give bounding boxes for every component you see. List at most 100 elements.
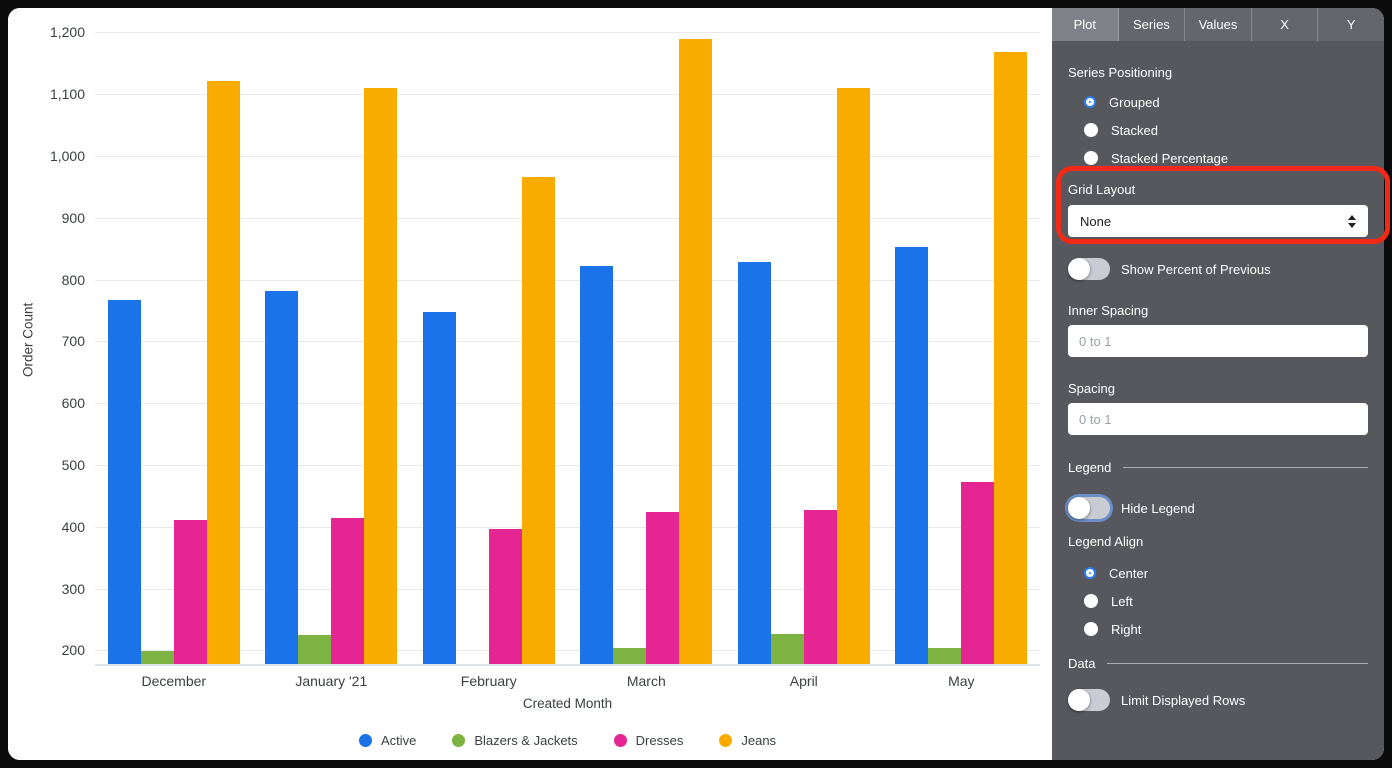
y-tick-label: 1,000 [49, 147, 85, 164]
y-gridline [95, 588, 1040, 590]
legend-swatch-icon [452, 734, 466, 747]
toggle-label: Show Percent of Previous [1121, 261, 1271, 277]
tab-values[interactable]: Values [1185, 8, 1252, 41]
visualization-editor-window: 200 300 400 500 600 700 800 900 1,000 1,100 1,200 D… [8, 8, 1384, 760]
inner-spacing-label: Inner Spacing [1068, 303, 1149, 318]
panel-body: Series Positioning Grouped Stacked Stack… [1052, 65, 1384, 711]
radio-option-label: Center [1109, 565, 1149, 581]
y-tick-label: 900 [61, 209, 85, 226]
bar-jeans[interactable] [206, 81, 240, 664]
radio-unselected-icon [1084, 622, 1098, 636]
radio-option-center[interactable]: Center [1068, 559, 1368, 587]
y-gridline [95, 526, 1040, 528]
toggle-label: Limit Displayed Rows [1121, 692, 1246, 708]
tab-y[interactable]: Y [1346, 17, 1356, 32]
legend-item[interactable]: Jeans [719, 733, 776, 748]
radio-option-stacked-percentage[interactable]: Stacked Percentage [1068, 144, 1368, 172]
legend-label: Blazers & Jackets [474, 733, 578, 748]
y-gridline [95, 32, 1040, 34]
grid-layout-selected-value: None [1080, 213, 1112, 229]
inner-spacing-input[interactable] [1068, 325, 1368, 357]
legend-swatch-icon [613, 734, 627, 747]
legend-swatch-icon [358, 734, 372, 747]
y-tick-label: 700 [61, 333, 85, 350]
grid-layout-select[interactable]: None [1068, 205, 1368, 237]
tab-series[interactable]: Series [1119, 8, 1186, 41]
bar-active[interactable] [422, 311, 456, 664]
legend-item[interactable]: Active [358, 733, 416, 748]
bar-active[interactable] [737, 262, 771, 664]
bar-blazers-jackets[interactable] [140, 651, 174, 664]
spacing-input[interactable] [1068, 403, 1368, 435]
toggle-knob [1068, 258, 1090, 280]
bar-active[interactable] [580, 265, 614, 664]
bar-active[interactable] [107, 299, 141, 664]
x-tick-label: January '21 [295, 673, 368, 689]
legend-label: Dresses [635, 733, 684, 748]
x-tick-label: December [141, 673, 207, 689]
bar-blazers-jackets[interactable] [613, 647, 647, 664]
show-percent-of-previous-toggle[interactable] [1068, 258, 1110, 280]
y-tick-label: 800 [61, 271, 85, 288]
radio-selected-icon [1086, 98, 1094, 106]
limit-displayed-rows-row: Limit Displayed Rows [1068, 689, 1368, 711]
radio-selected-icon [1086, 569, 1094, 577]
panel-tab-bar: Plot Series Values X Y [1052, 8, 1384, 41]
show-percent-of-previous-row: Show Percent of Previous [1068, 258, 1368, 280]
bar-active[interactable] [895, 246, 929, 664]
hide-legend-row: Hide Legend [1068, 497, 1368, 519]
bar-jeans[interactable] [521, 176, 555, 664]
tab-plot[interactable]: Plot [1052, 8, 1119, 41]
bar-dresses[interactable] [803, 510, 837, 664]
radio-option-stacked[interactable]: Stacked [1068, 116, 1368, 144]
radio-option-label: Left [1111, 593, 1133, 609]
radio-option-right[interactable]: Right [1068, 615, 1368, 643]
chart-legend: Active Blazers & Jackets Dresses Jeans [95, 733, 1040, 748]
bar-jeans[interactable] [364, 87, 398, 664]
y-gridline [95, 155, 1040, 157]
y-gridline [95, 403, 1040, 405]
legend-item[interactable]: Dresses [613, 733, 684, 748]
plot-settings-panel: Plot Series Values X Y Series Positionin… [1052, 8, 1384, 760]
radio-option-grouped[interactable]: Grouped [1068, 88, 1368, 116]
data-section-header: Data [1068, 656, 1368, 671]
y-tick-label: 600 [61, 395, 85, 412]
legend-align-label: Legend Align [1068, 534, 1144, 549]
bar-dresses[interactable] [331, 517, 365, 664]
chart-area: 200 300 400 500 600 700 800 900 1,000 1,100 1,200 D… [8, 8, 1052, 760]
tab-x[interactable]: X [1252, 8, 1319, 41]
bar-blazers-jackets[interactable] [298, 634, 332, 664]
radio-option-label: Stacked [1111, 122, 1158, 138]
bar-jeans[interactable] [679, 38, 713, 664]
x-tick-label: May [948, 673, 975, 689]
y-tick-label: 1,200 [49, 24, 85, 41]
y-tick-label: 1,100 [49, 86, 85, 103]
bar-active[interactable] [265, 291, 299, 664]
bar-jeans[interactable] [994, 51, 1028, 664]
y-tick-label: 200 [61, 642, 85, 659]
bar-dresses[interactable] [961, 481, 995, 664]
legend-section-title: Legend [1068, 460, 1112, 475]
bar-blazers-jackets[interactable] [928, 647, 962, 664]
select-updown-arrows-icon [1348, 214, 1356, 228]
hide-legend-toggle[interactable] [1068, 497, 1110, 519]
radio-unselected-icon [1084, 151, 1098, 165]
radio-unselected-icon [1084, 594, 1098, 608]
y-axis-title: Order Count [20, 302, 36, 377]
y-gridline [95, 94, 1040, 96]
bar-dresses[interactable] [173, 520, 207, 664]
bar-dresses[interactable] [646, 511, 680, 664]
limit-displayed-rows-toggle[interactable] [1068, 689, 1110, 711]
bar-blazers-jackets[interactable] [770, 633, 804, 664]
x-axis-title: Created Month [522, 696, 613, 711]
radio-option-left[interactable]: Left [1068, 587, 1368, 615]
x-tick-label: March [626, 673, 666, 689]
toggle-label: Hide Legend [1121, 500, 1195, 516]
radio-option-label: Right [1111, 621, 1142, 637]
bar-dresses[interactable] [488, 529, 522, 664]
x-tick-label: April [789, 673, 818, 689]
legend-item[interactable]: Blazers & Jackets [452, 733, 578, 748]
y-gridline [95, 341, 1040, 343]
bar-jeans[interactable] [836, 87, 870, 664]
y-gridline [95, 465, 1040, 466]
